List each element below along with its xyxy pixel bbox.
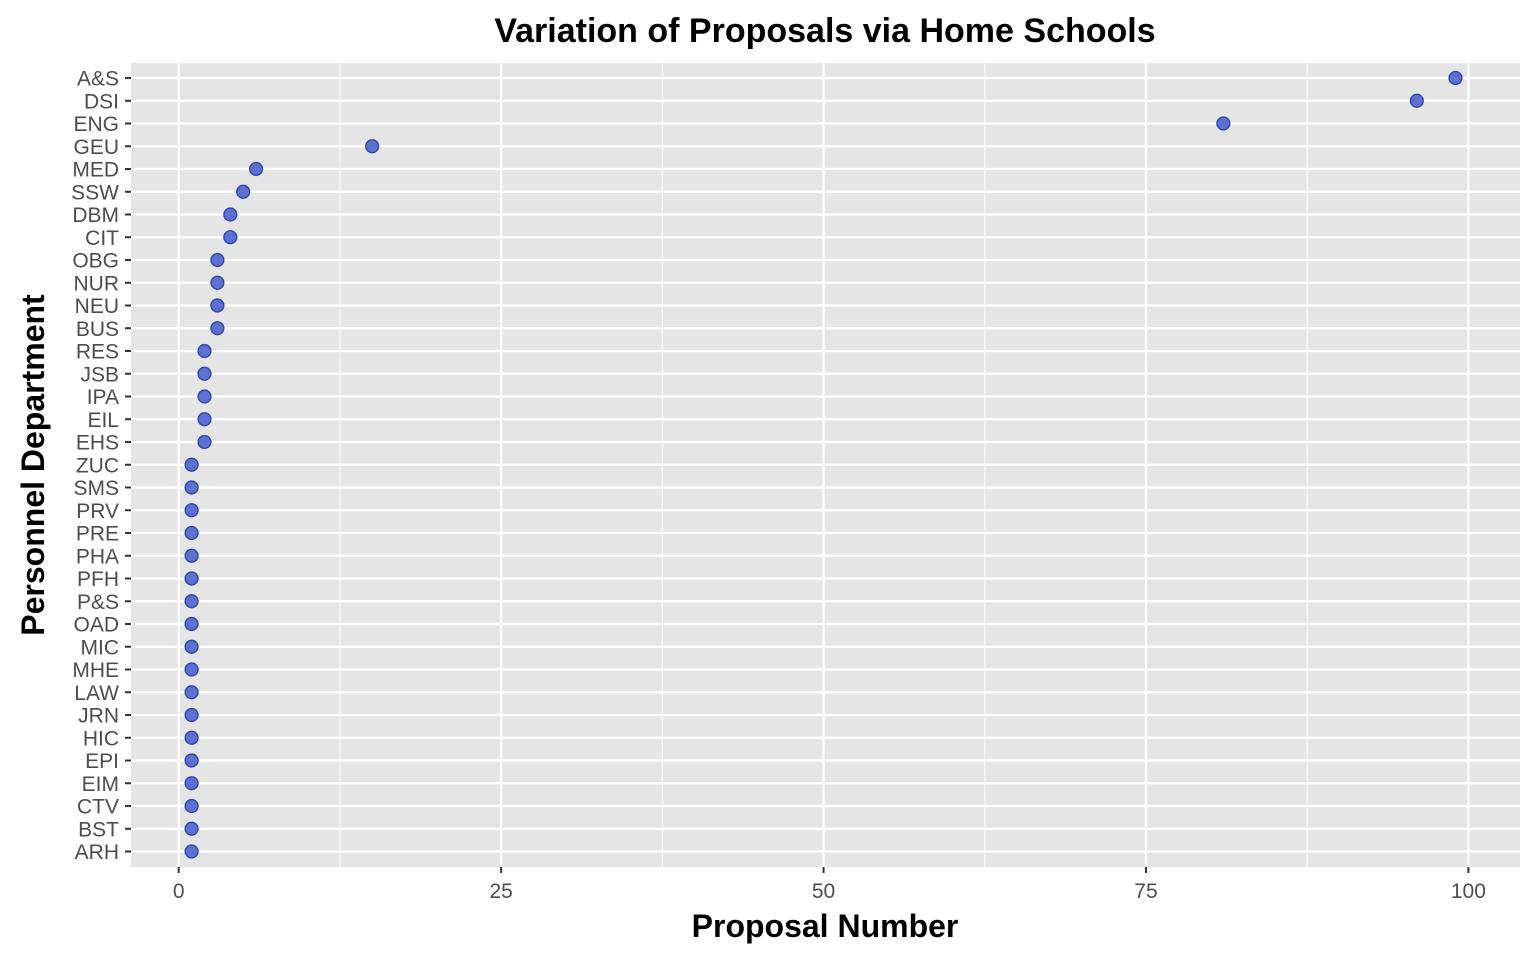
y-axis: A&SDSIENGGEUMEDSSWDBMCITOBGNURNEUBUSRESJ… bbox=[71, 68, 131, 864]
y-tick-label: OAD bbox=[73, 614, 119, 637]
data-point bbox=[197, 366, 212, 381]
data-point bbox=[184, 639, 199, 654]
data-point bbox=[197, 389, 212, 404]
x-axis-title: Proposal Number bbox=[692, 908, 959, 944]
y-tick-label: HIC bbox=[83, 727, 119, 750]
y-tick-label: BST bbox=[78, 818, 119, 841]
y-tick-label: PHA bbox=[76, 545, 119, 568]
y-tick-label: DSI bbox=[84, 90, 119, 113]
data-point bbox=[197, 412, 212, 427]
x-tick-label: 100 bbox=[1451, 880, 1486, 903]
data-point bbox=[197, 343, 212, 359]
data-point bbox=[210, 298, 225, 313]
data-point bbox=[184, 730, 199, 745]
y-tick-label: EHS bbox=[76, 432, 119, 455]
y-tick-label: ENG bbox=[73, 113, 119, 136]
data-point bbox=[184, 480, 199, 495]
y-tick-label: OBG bbox=[72, 250, 119, 273]
data-point bbox=[249, 161, 264, 177]
data-point bbox=[1216, 116, 1231, 131]
y-tick-label: LAW bbox=[74, 682, 119, 705]
y-tick-label: A&S bbox=[77, 68, 119, 91]
y-tick-label: EIL bbox=[87, 409, 119, 432]
data-point bbox=[184, 844, 199, 859]
y-tick-label: MHE bbox=[72, 659, 119, 682]
data-point bbox=[184, 821, 199, 836]
data-point bbox=[223, 230, 238, 245]
data-point bbox=[210, 321, 225, 336]
data-point bbox=[184, 662, 199, 677]
y-tick-label: GEU bbox=[73, 136, 119, 159]
data-point bbox=[184, 685, 199, 700]
data-point bbox=[184, 798, 199, 814]
y-tick-label: NUR bbox=[74, 272, 120, 295]
y-tick-label: PRV bbox=[76, 500, 119, 523]
y-tick-label: MED bbox=[72, 159, 119, 182]
y-tick-label: RES bbox=[76, 341, 119, 364]
x-tick-label: 50 bbox=[812, 880, 835, 903]
data-points bbox=[184, 70, 1463, 859]
data-point bbox=[184, 753, 199, 768]
data-point bbox=[365, 139, 380, 154]
data-point bbox=[1448, 70, 1463, 86]
y-tick-label: DBM bbox=[72, 204, 119, 227]
chart-title: Variation of Proposals via Home Schools bbox=[494, 12, 1155, 50]
y-tick-label: JSB bbox=[80, 363, 119, 386]
data-point bbox=[184, 594, 199, 609]
y-axis-title: Personnel Department bbox=[15, 294, 51, 636]
x-tick-label: 25 bbox=[489, 880, 512, 903]
data-point bbox=[184, 457, 199, 472]
x-axis: 0 25 50 75 100 bbox=[173, 867, 1486, 903]
data-point bbox=[184, 548, 199, 563]
data-point bbox=[236, 184, 251, 199]
y-tick-label: SSW bbox=[71, 181, 119, 204]
y-tick-label: EPI bbox=[85, 750, 119, 773]
y-tick-label: PRE bbox=[76, 523, 119, 546]
y-tick-label: NEU bbox=[75, 295, 119, 318]
y-tick-label: JRN bbox=[78, 705, 119, 728]
y-tick-label: BUS bbox=[76, 318, 119, 341]
data-point bbox=[184, 776, 199, 791]
y-tick-label: CTV bbox=[77, 796, 119, 819]
y-tick-label: ARH bbox=[75, 841, 119, 864]
data-point bbox=[184, 525, 199, 541]
data-point bbox=[210, 252, 225, 268]
y-tick-label: SMS bbox=[73, 477, 119, 500]
y-tick-label: MIC bbox=[81, 636, 120, 659]
data-point bbox=[223, 207, 238, 222]
y-tick-label: IPA bbox=[87, 386, 119, 409]
y-tick-label: EIM bbox=[82, 773, 119, 796]
data-point bbox=[197, 434, 212, 450]
y-tick-label: CIT bbox=[85, 227, 119, 250]
data-point bbox=[184, 503, 199, 518]
data-point bbox=[1409, 93, 1424, 108]
data-point bbox=[210, 275, 225, 290]
data-point bbox=[184, 571, 199, 586]
grid-major bbox=[131, 63, 1520, 867]
data-point bbox=[184, 707, 199, 723]
x-tick-label: 0 bbox=[173, 880, 185, 903]
x-tick-label: 75 bbox=[1134, 880, 1157, 903]
y-tick-label: ZUC bbox=[76, 454, 119, 477]
y-tick-label: P&S bbox=[77, 591, 119, 614]
data-point bbox=[184, 616, 199, 632]
y-tick-label: PFH bbox=[77, 568, 119, 591]
